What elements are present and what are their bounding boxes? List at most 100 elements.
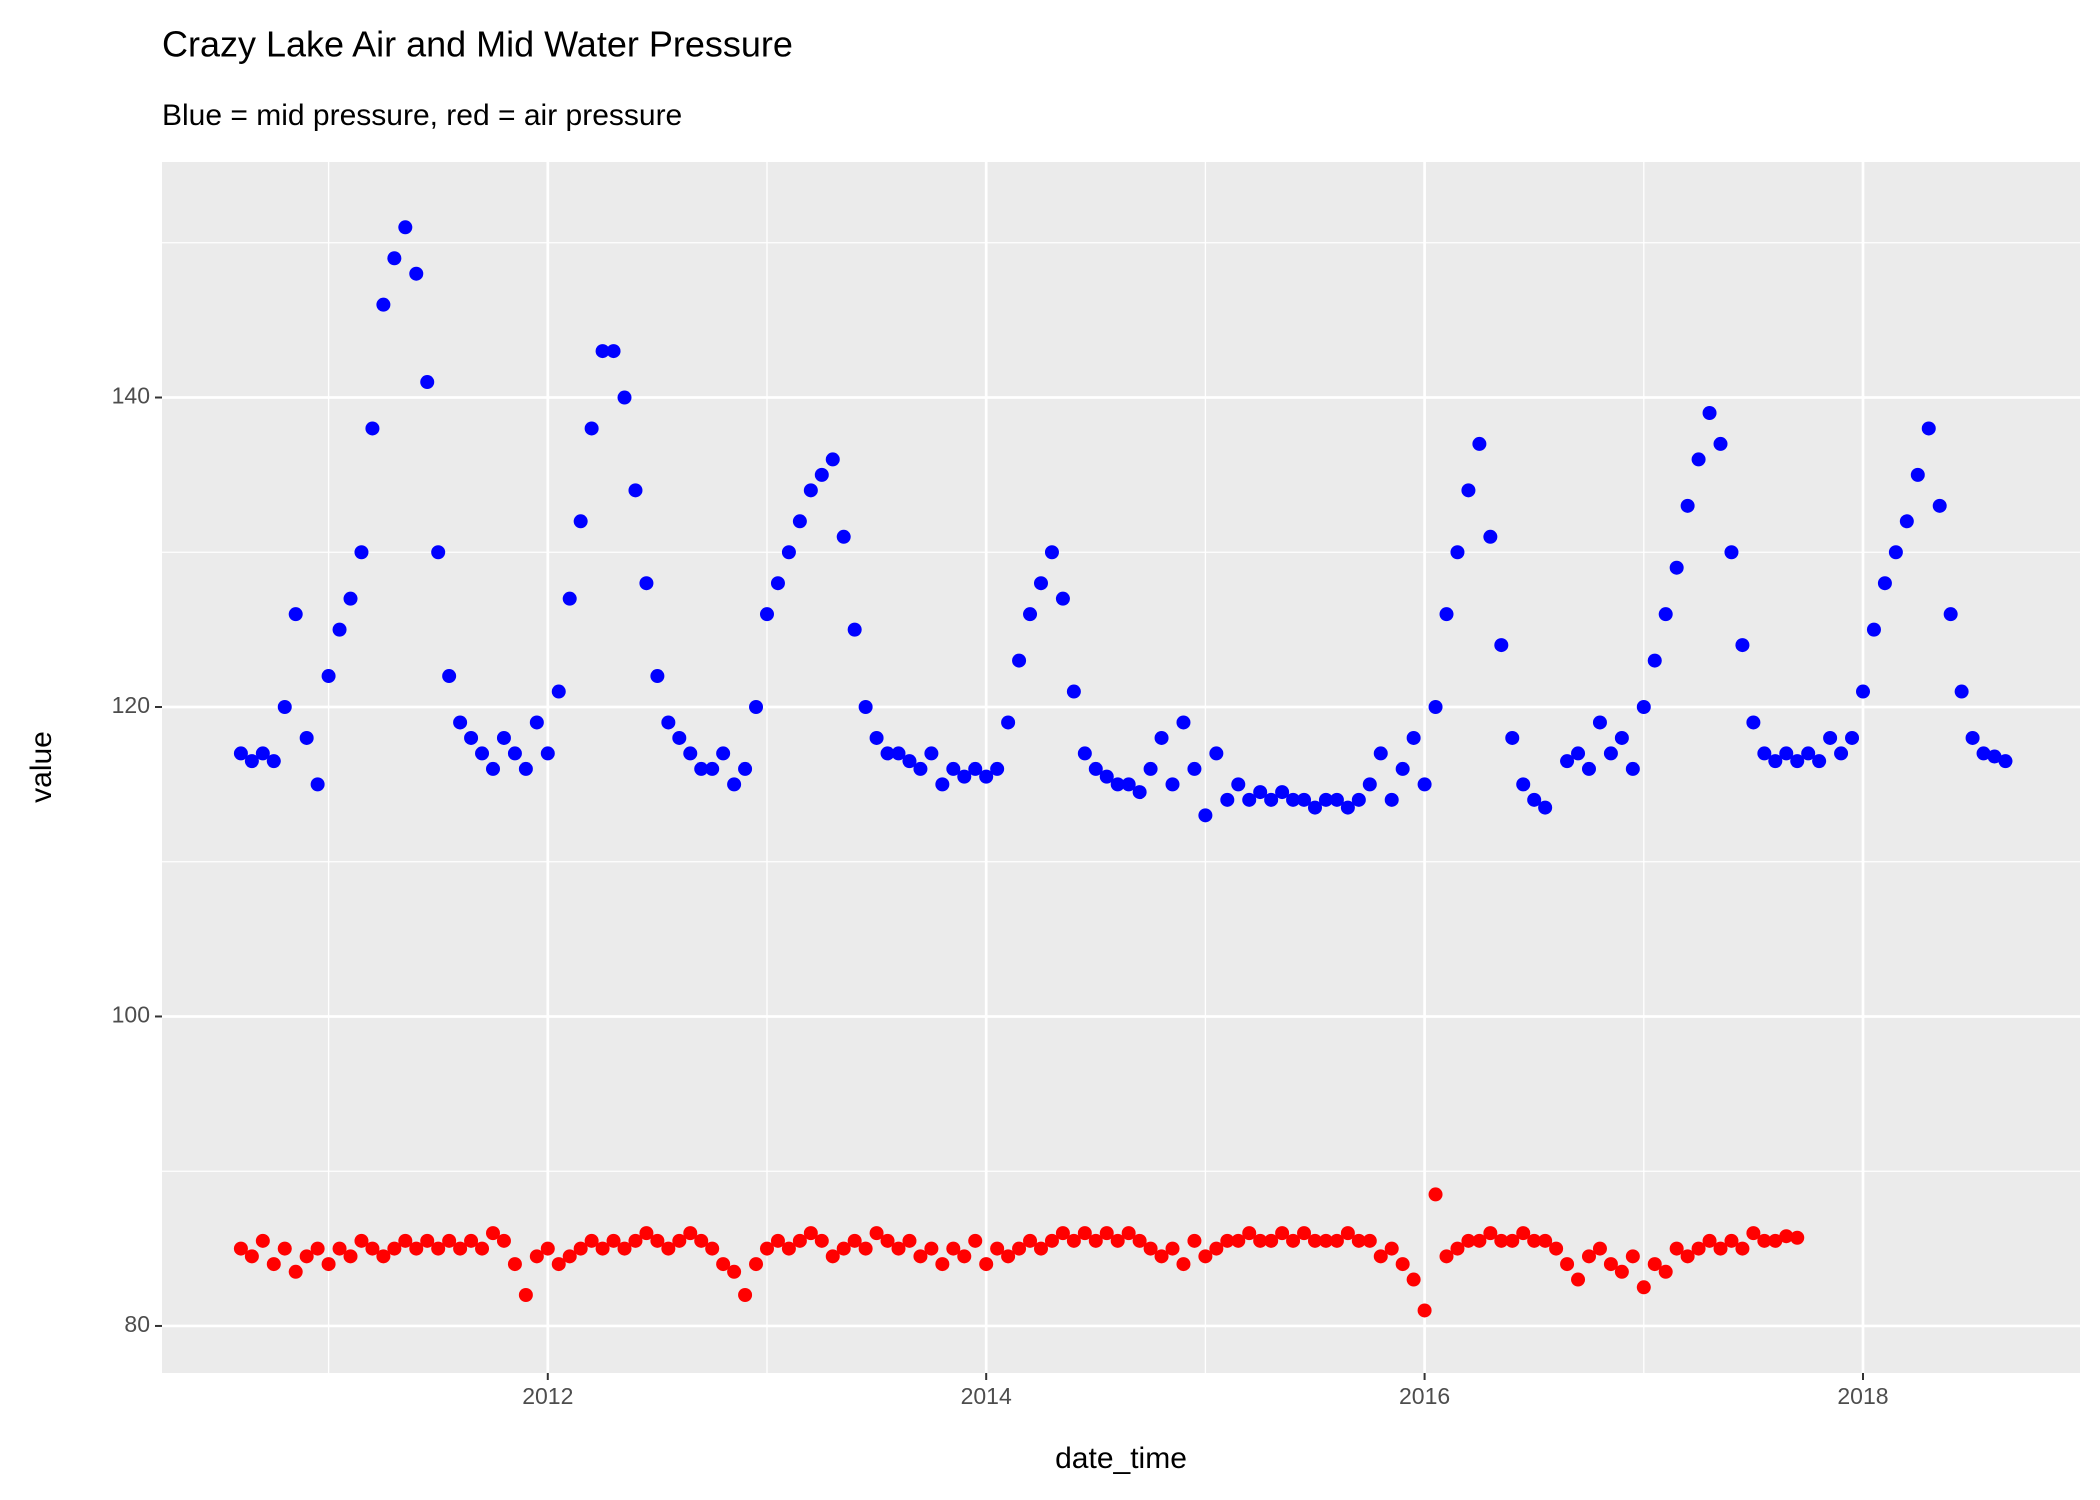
data-point — [1581, 761, 1596, 776]
data-point — [376, 1249, 391, 1264]
data-point — [1516, 1226, 1531, 1241]
data-point — [562, 1249, 577, 1264]
data-point — [1592, 715, 1607, 730]
data-point — [1033, 576, 1048, 591]
marks — [233, 220, 2013, 1318]
data-point — [1669, 1241, 1684, 1256]
data-point — [1110, 777, 1125, 792]
data-point — [1044, 1233, 1059, 1248]
data-point — [1757, 1233, 1772, 1248]
data-point — [1724, 545, 1739, 560]
data-point — [398, 220, 413, 235]
data-point — [650, 669, 665, 684]
data-point — [343, 591, 358, 606]
data-point — [1275, 1226, 1290, 1241]
data-point — [1209, 746, 1224, 761]
data-point — [1888, 545, 1903, 560]
data-point — [683, 746, 698, 761]
data-point — [1253, 1233, 1268, 1248]
data-point — [1351, 1233, 1366, 1248]
data-point — [1801, 746, 1816, 761]
data-point — [1461, 483, 1476, 498]
data-point — [1494, 1233, 1509, 1248]
data-point — [1910, 467, 1925, 482]
data-point — [1231, 777, 1246, 792]
data-point — [1834, 746, 1849, 761]
data-point — [464, 730, 479, 745]
data-point — [1921, 421, 1936, 436]
data-point — [1373, 1249, 1388, 1264]
data-point — [321, 669, 336, 684]
data-point — [1702, 405, 1717, 420]
data-point — [518, 761, 533, 776]
data-point — [1362, 1233, 1377, 1248]
data-point — [584, 1233, 599, 1248]
data-point — [1987, 749, 2002, 764]
data-point — [825, 1249, 840, 1264]
data-point — [1264, 792, 1279, 807]
data-point — [1088, 761, 1103, 776]
data-point — [595, 344, 610, 359]
data-point — [727, 1264, 742, 1279]
data-point — [1242, 1226, 1257, 1241]
data-point — [1757, 746, 1772, 761]
data-point — [1297, 792, 1312, 807]
data-point — [946, 1241, 961, 1256]
data-point — [1483, 1226, 1498, 1241]
data-point — [1603, 746, 1618, 761]
data-point — [387, 251, 402, 266]
data-point — [1636, 1280, 1651, 1295]
data-point — [891, 746, 906, 761]
data-point — [1198, 1249, 1213, 1264]
x-axis-title: date_time — [1055, 1442, 1187, 1475]
data-point — [1538, 800, 1553, 815]
data-point — [902, 1233, 917, 1248]
data-point — [979, 1257, 994, 1272]
data-point — [1143, 1241, 1158, 1256]
data-point — [749, 1257, 764, 1272]
data-point — [332, 1241, 347, 1256]
data-point — [507, 1257, 522, 1272]
data-point — [1472, 1233, 1487, 1248]
data-point — [1625, 761, 1640, 776]
data-point — [1275, 785, 1290, 800]
data-point — [902, 754, 917, 769]
data-point — [595, 1241, 610, 1256]
data-point — [453, 715, 468, 730]
data-point — [1362, 777, 1377, 792]
data-point — [1571, 746, 1586, 761]
plot-panel — [162, 162, 2080, 1373]
data-point — [1286, 792, 1301, 807]
data-point — [946, 761, 961, 776]
data-point — [1023, 607, 1038, 622]
data-point — [1790, 1230, 1805, 1245]
data-point — [716, 1257, 731, 1272]
grid — [162, 162, 2080, 1373]
data-point — [990, 761, 1005, 776]
data-point — [913, 1249, 928, 1264]
data-point — [288, 1264, 303, 1279]
data-point — [1121, 777, 1136, 792]
data-point — [1702, 1233, 1717, 1248]
data-point — [529, 1249, 544, 1264]
data-point — [409, 266, 424, 281]
data-point — [1965, 730, 1980, 745]
data-point — [1669, 560, 1684, 575]
data-point — [1012, 1241, 1027, 1256]
data-point — [924, 746, 939, 761]
data-point — [650, 1233, 665, 1248]
data-point — [1077, 746, 1092, 761]
data-point — [1307, 800, 1322, 815]
data-point — [266, 1257, 281, 1272]
data-point — [1614, 1264, 1629, 1279]
data-point — [880, 1233, 895, 1248]
data-point — [1318, 1233, 1333, 1248]
data-point — [1680, 498, 1695, 513]
data-point — [1417, 1303, 1432, 1318]
data-point — [1527, 792, 1542, 807]
data-point — [1033, 1241, 1048, 1256]
data-point — [442, 669, 457, 684]
data-point — [299, 1249, 314, 1264]
data-point — [376, 297, 391, 312]
